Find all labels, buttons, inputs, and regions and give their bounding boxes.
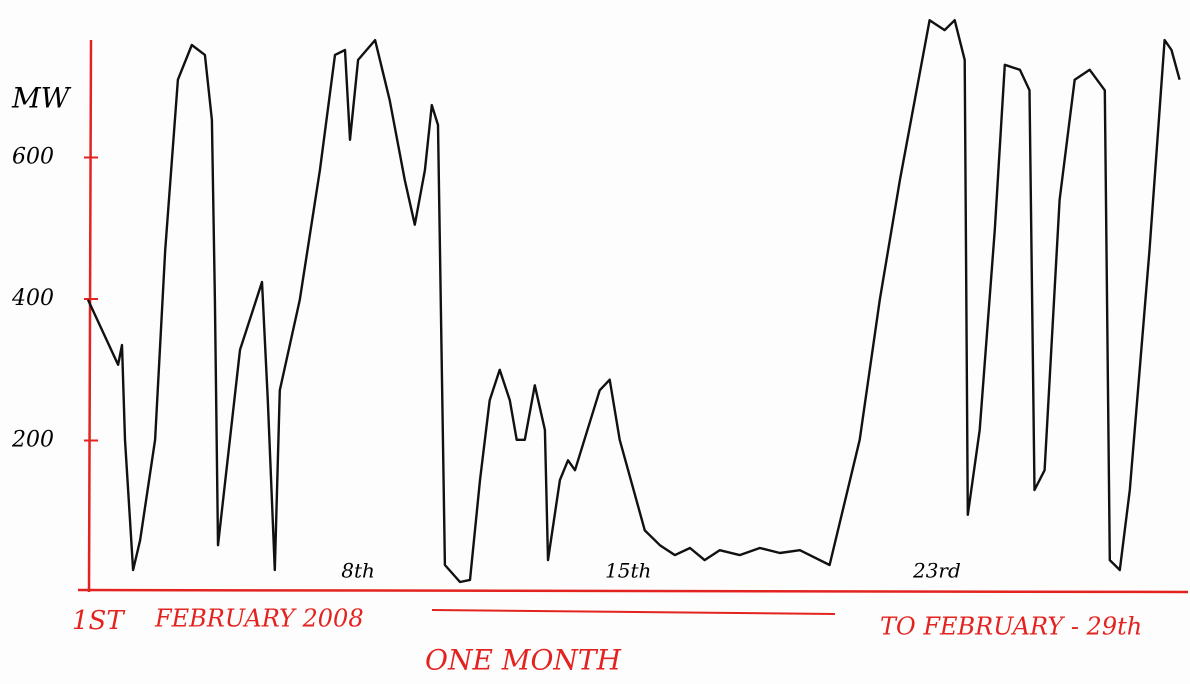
x-tick-label: 8th (341, 559, 375, 583)
x-tick-label: 23rd (912, 559, 961, 583)
caption: ONE MONTH (425, 644, 622, 677)
y-tick-label: 200 (11, 428, 54, 453)
x-axis (77, 588, 1189, 594)
y-tick-label: 400 (11, 286, 54, 311)
data-line (86, 19, 1181, 584)
end-label: TO FEBRUARY - 29th (880, 613, 1142, 641)
start-label: 1ST (72, 606, 125, 636)
y-axis (87, 39, 93, 593)
x-tick-label: 15th (605, 559, 651, 583)
y-tick-label: 600 (12, 145, 54, 170)
month-label: FEBRUARY 2008 (154, 605, 364, 633)
y-axis-label: MW (11, 82, 72, 115)
span-line (431, 609, 836, 615)
